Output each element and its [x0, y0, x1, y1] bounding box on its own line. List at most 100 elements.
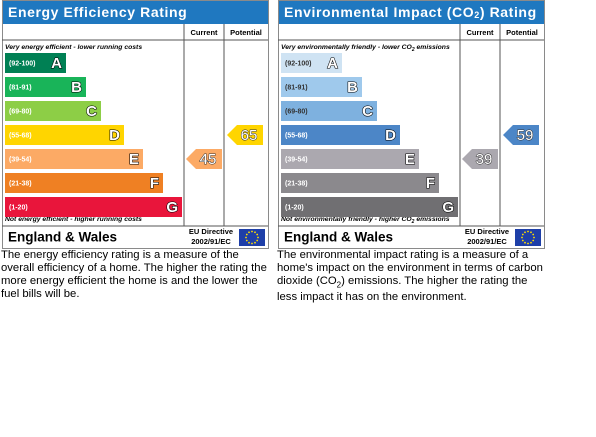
eu-star — [256, 239, 259, 242]
eu-star — [245, 236, 247, 239]
band-bar — [281, 125, 400, 145]
band-bar — [5, 125, 124, 145]
band-bar — [281, 53, 342, 73]
band-range: (69-80) — [9, 108, 32, 115]
eu-flag — [515, 229, 541, 246]
band-letter: E — [129, 151, 139, 168]
band-letter: F — [150, 175, 159, 192]
band-letter: D — [385, 127, 396, 144]
column-header: Current — [190, 28, 218, 37]
eu-star — [521, 236, 523, 239]
panel-title-part: Environmental Impact (CO — [284, 4, 474, 20]
bottom-note-part: emissions — [414, 216, 449, 223]
eu-star — [245, 239, 248, 242]
top-note-part: emissions — [415, 44, 450, 51]
directive-label: EU Directive — [465, 227, 509, 236]
bottom-note: Not environmentally friendly - higher CO… — [281, 216, 450, 226]
eu-star — [527, 242, 529, 245]
bottom-note-part: Not energy efficient - higher running co… — [5, 216, 142, 223]
band-bar — [281, 197, 458, 217]
rating-value: 59 — [517, 127, 534, 144]
eu-flag — [239, 229, 265, 246]
top-note-part: Very energy efficient - lower running co… — [5, 44, 142, 51]
eu-star — [532, 233, 535, 236]
bottom-note-part: Not environmentally friendly - higher CO — [281, 216, 412, 223]
rating-value: 39 — [476, 151, 493, 168]
band-letter: G — [166, 199, 178, 216]
band-bar — [5, 101, 101, 121]
rating-arrow — [503, 125, 539, 145]
band-range: (81-91) — [9, 84, 32, 91]
band-range: (69-80) — [285, 108, 308, 115]
title-bar — [3, 1, 268, 24]
description-part: The environmental impact rating is a mea… — [277, 249, 543, 287]
rating-panel: Environmental Impact (CO2) RatingCurrent… — [278, 0, 545, 249]
column-header: Potential — [506, 28, 538, 37]
eu-star — [530, 231, 532, 234]
band-letter: C — [86, 103, 97, 120]
band-range: (92-100) — [9, 60, 35, 67]
panel-title-part: ) Rating — [480, 4, 537, 20]
band-letter: D — [109, 127, 120, 144]
band-range: (21-38) — [285, 180, 308, 187]
band-range: (1-20) — [285, 204, 304, 211]
region-label: England & Wales — [8, 230, 117, 245]
directive-label: EU Directive — [189, 227, 233, 236]
directive-label: 2002/91/EC — [191, 237, 231, 246]
column-header: Potential — [230, 28, 262, 37]
band-range: (21-38) — [9, 180, 32, 187]
top-note-part: Very environmentally friendly - lower CO — [281, 44, 413, 51]
band-range: (55-68) — [9, 132, 32, 139]
band-letter: G — [442, 199, 454, 216]
band-range: (1-20) — [9, 204, 28, 211]
band-letter: B — [347, 79, 358, 96]
band-range: (55-68) — [285, 132, 308, 139]
panel-title-part: Energy Efficiency Rating — [8, 4, 187, 20]
band-letter: A — [327, 55, 338, 72]
eu-star — [251, 230, 253, 233]
eu-star — [533, 236, 535, 239]
band-letter: A — [51, 55, 62, 72]
title-bar — [279, 1, 544, 24]
eu-star — [524, 231, 526, 234]
rating-arrow — [186, 149, 222, 169]
eu-star — [251, 242, 253, 245]
top-note: Very energy efficient - lower running co… — [5, 44, 142, 51]
eu-star — [532, 239, 535, 242]
band-letter: C — [362, 103, 373, 120]
eu-star — [248, 231, 250, 234]
band-range: (92-100) — [285, 60, 311, 67]
band-letter: B — [71, 79, 82, 96]
description-part: 2 — [336, 280, 342, 290]
column-header: Current — [466, 28, 494, 37]
band-bar — [281, 101, 377, 121]
description: The energy efficiency rating is a measur… — [1, 249, 269, 301]
band-letter: F — [426, 175, 435, 192]
eu-star — [527, 230, 529, 233]
eu-star — [530, 241, 532, 244]
description-part: ) emissions. The higher the rating the l… — [277, 275, 528, 304]
band-letter: E — [405, 151, 415, 168]
top-note: Very environmentally friendly - lower CO… — [281, 44, 450, 54]
top-note-part: 2 — [411, 47, 415, 53]
eu-star — [521, 233, 524, 236]
rating-value: 65 — [241, 127, 258, 144]
panel-title-part: 2 — [474, 10, 480, 20]
eu-star — [521, 239, 524, 242]
band-range: (39-54) — [285, 156, 308, 163]
band-bar — [5, 197, 182, 217]
rating-arrow — [227, 125, 263, 145]
band-range: (39-54) — [9, 156, 32, 163]
description: The environmental impact rating is a mea… — [277, 249, 545, 304]
eu-star — [257, 236, 259, 239]
bottom-note: Not energy efficient - higher running co… — [5, 216, 142, 223]
rating-arrow — [462, 149, 498, 169]
eu-star — [248, 241, 250, 244]
directive-label: 2002/91/EC — [467, 237, 507, 246]
band-bar — [5, 77, 86, 97]
band-bar — [5, 173, 163, 193]
eu-star — [254, 231, 256, 234]
